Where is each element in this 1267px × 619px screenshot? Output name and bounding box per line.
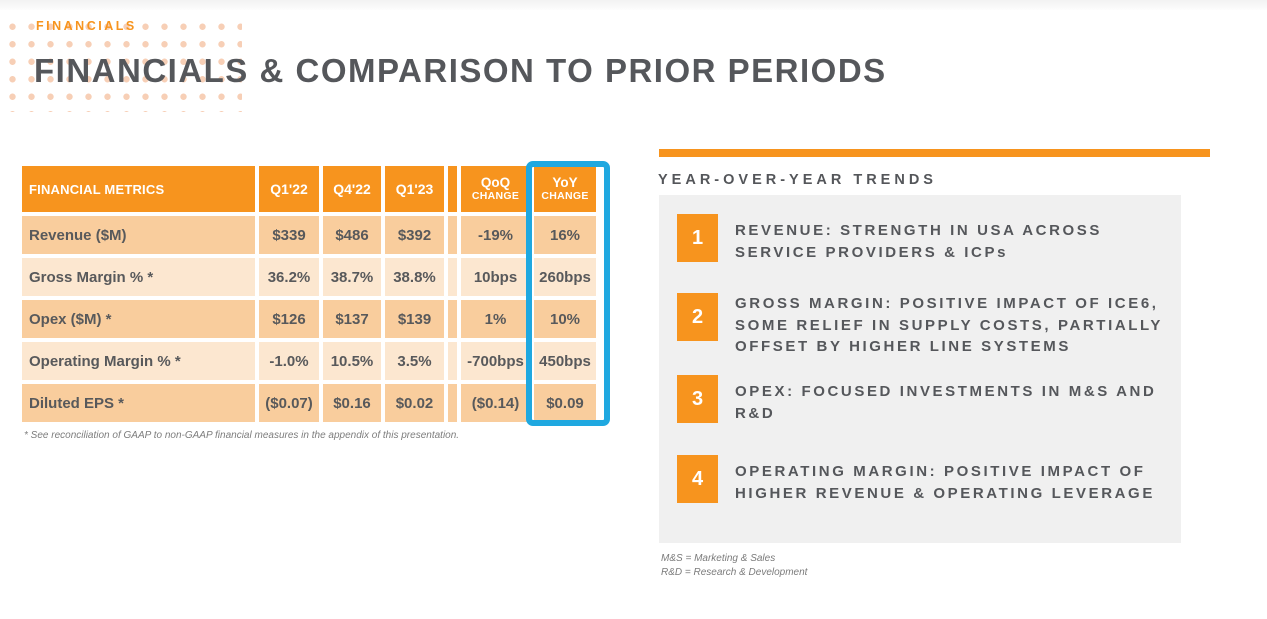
col-header-q123: Q1'23 — [385, 166, 444, 212]
spacer-cell — [448, 258, 457, 296]
yoy-value: 10% — [534, 300, 596, 338]
qoq-value: 1% — [461, 300, 530, 338]
metric-value: ($0.07) — [259, 384, 319, 422]
metric-value: $0.16 — [323, 384, 381, 422]
metric-label: Diluted EPS * — [22, 384, 255, 422]
trend-number-badge-4: 4 — [677, 455, 718, 503]
trends-footnote-rd: R&D = Research & Development — [661, 566, 808, 578]
financial-metrics-table: FINANCIAL METRICS Q1'22 Q4'22 Q1'23 QoQ … — [22, 166, 596, 422]
qoq-value: 10bps — [461, 258, 530, 296]
metric-value: 36.2% — [259, 258, 319, 296]
col-header-q123-label: Q1'23 — [395, 181, 434, 197]
trends-heading: YEAR-OVER-YEAR TRENDS — [658, 172, 937, 188]
trend-number-badge-3: 3 — [677, 375, 718, 423]
qoq-value: ($0.14) — [461, 384, 530, 422]
trend-text-2: GROSS MARGIN: POSITIVE IMPACT OF ICE6, S… — [735, 295, 1164, 355]
trends-footnote-ms: M&S = Marketing & Sales — [661, 553, 776, 564]
spacer-cell — [448, 300, 457, 338]
yoy-value: 450bps — [534, 342, 596, 380]
qoq-value: -700bps — [461, 342, 530, 380]
trend-number-badge-1: 1 — [677, 214, 718, 262]
trend-text-4: OPERATING MARGIN: POSITIVE IMPACT OF HIG… — [735, 463, 1155, 502]
trend-item-4: 4 OPERATING MARGIN: POSITIVE IMPACT OF H… — [677, 455, 1190, 504]
trend-number-badge-2: 2 — [677, 293, 718, 341]
trend-item-3: 3 OPEX: FOCUSED INVESTMENTS IN M&S AND R… — [677, 375, 1190, 424]
metric-value: $126 — [259, 300, 319, 338]
trends-panel: 1 REVENUE: STRENGTH IN USA ACROSS SERVIC… — [659, 195, 1181, 543]
trend-text-3: OPEX: FOCUSED INVESTMENTS IN M&S AND R&D — [735, 383, 1157, 422]
col-header-spacer — [448, 166, 457, 212]
metric-value: 38.7% — [323, 258, 381, 296]
col-header-q422-label: Q4'22 — [333, 181, 371, 197]
qoq-change-label: CHANGE — [471, 189, 520, 202]
col-header-q122-label: Q1'22 — [270, 181, 308, 197]
col-header-yoy: YoY CHANGE — [534, 166, 596, 212]
metric-value: -1.0% — [259, 342, 319, 380]
yoy-value: 260bps — [534, 258, 596, 296]
col-header-metric: FINANCIAL METRICS — [22, 166, 255, 212]
qoq-value: -19% — [461, 216, 530, 254]
yoy-label: YoY — [552, 174, 578, 190]
yoy-value: $0.09 — [534, 384, 596, 422]
col-header-q122: Q1'22 — [259, 166, 319, 212]
metric-value: 38.8% — [385, 258, 444, 296]
spacer-cell — [448, 216, 457, 254]
yoy-change-label: CHANGE — [541, 189, 589, 202]
metric-label: Gross Margin % * — [22, 258, 255, 296]
metric-value: 3.5% — [385, 342, 444, 380]
dot-pattern-decoration — [0, 16, 242, 112]
metric-value: 10.5% — [323, 342, 381, 380]
yoy-value: 16% — [534, 216, 596, 254]
trend-text-1: REVENUE: STRENGTH IN USA ACROSS SERVICE … — [735, 222, 1103, 261]
trends-accent-bar — [659, 149, 1210, 157]
metric-value: $0.02 — [385, 384, 444, 422]
spacer-cell — [448, 342, 457, 380]
metric-value: $137 — [323, 300, 381, 338]
top-strip — [0, 0, 1267, 10]
qoq-label: QoQ — [480, 174, 511, 190]
table-footnote: * See reconciliation of GAAP to non-GAAP… — [24, 430, 460, 441]
col-header-q422: Q4'22 — [323, 166, 381, 212]
metric-label: Operating Margin % * — [22, 342, 255, 380]
col-header-qoq: QoQ CHANGE — [461, 166, 530, 212]
metric-label: Opex ($M) * — [22, 300, 255, 338]
metric-value: $392 — [385, 216, 444, 254]
trends-footnotes: M&S = Marketing & Sales R&D = Research &… — [661, 552, 807, 579]
page-title: FINANCIALS & COMPARISON TO PRIOR PERIODS — [34, 52, 887, 89]
spacer-cell — [448, 384, 457, 422]
metric-value: $339 — [259, 216, 319, 254]
metric-value: $486 — [323, 216, 381, 254]
slide-eyebrow: FINANCIALS — [36, 19, 137, 33]
trend-item-1: 1 REVENUE: STRENGTH IN USA ACROSS SERVIC… — [677, 214, 1190, 263]
metric-value: $139 — [385, 300, 444, 338]
trend-item-2: 2 GROSS MARGIN: POSITIVE IMPACT OF ICE6,… — [677, 293, 1190, 358]
metric-label: Revenue ($M) — [22, 216, 255, 254]
